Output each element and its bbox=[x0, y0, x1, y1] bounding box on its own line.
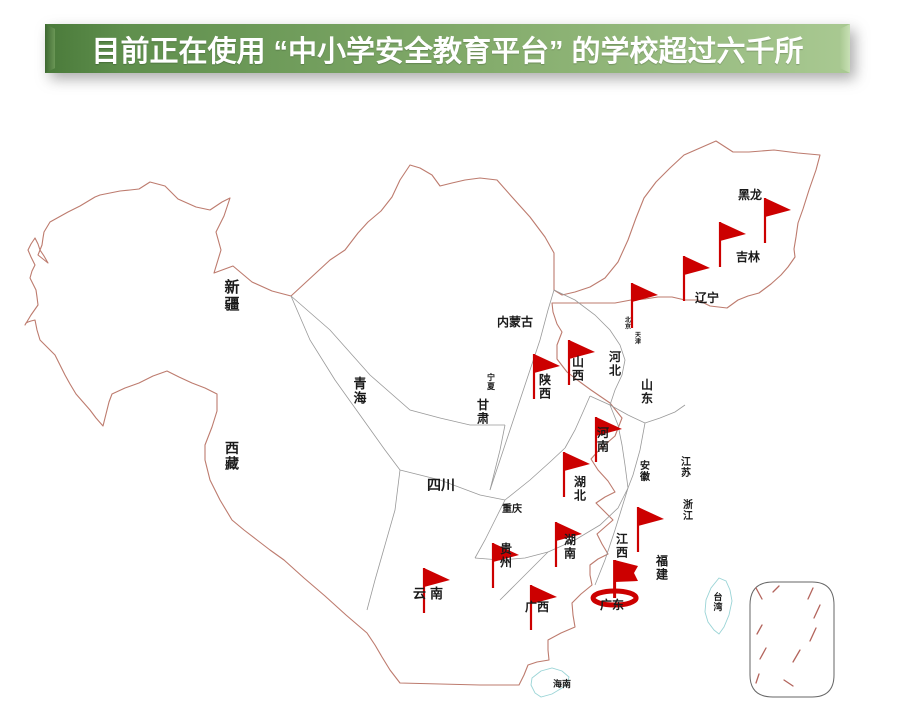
svg-text:广东: 广东 bbox=[600, 597, 624, 612]
svg-text:江苏: 江苏 bbox=[681, 455, 691, 479]
svg-text:四川: 四川 bbox=[427, 477, 455, 493]
svg-text:内蒙古: 内蒙古 bbox=[497, 314, 533, 329]
svg-text:黑龙: 黑龙 bbox=[738, 187, 762, 202]
svg-text:河北: 河北 bbox=[608, 349, 621, 377]
svg-text:安徽: 安徽 bbox=[639, 459, 651, 483]
svg-text:重庆: 重庆 bbox=[502, 502, 522, 515]
svg-text:福建: 福建 bbox=[655, 553, 669, 581]
svg-text:江西: 江西 bbox=[616, 531, 628, 559]
svg-text:宁夏: 宁夏 bbox=[486, 372, 496, 391]
svg-text:南: 南 bbox=[430, 586, 443, 601]
svg-text:云: 云 bbox=[413, 586, 426, 601]
svg-text:浙江: 浙江 bbox=[683, 498, 693, 522]
svg-text:辽宁: 辽宁 bbox=[695, 290, 719, 305]
svg-text:青海: 青海 bbox=[353, 376, 366, 406]
svg-text:天津: 天津 bbox=[635, 332, 641, 346]
svg-text:贵州: 贵州 bbox=[499, 541, 512, 569]
svg-text:陕西: 陕西 bbox=[539, 372, 551, 400]
svg-text:湖南: 湖南 bbox=[564, 532, 576, 560]
svg-text:台湾: 台湾 bbox=[713, 591, 722, 612]
svg-text:新疆: 新疆 bbox=[224, 278, 239, 313]
svg-text:西藏: 西藏 bbox=[225, 440, 239, 472]
svg-text:吉林: 吉林 bbox=[736, 249, 760, 264]
svg-text:海南: 海南 bbox=[553, 678, 571, 689]
svg-text:湖北: 湖北 bbox=[574, 474, 586, 502]
svg-text:北京: 北京 bbox=[625, 316, 631, 331]
svg-text:山东: 山东 bbox=[641, 377, 653, 405]
svg-text:甘肃: 甘肃 bbox=[477, 397, 489, 425]
svg-text:河南: 河南 bbox=[596, 425, 609, 453]
svg-text:山西: 山西 bbox=[572, 354, 584, 382]
svg-text:广西: 广西 bbox=[525, 599, 549, 614]
